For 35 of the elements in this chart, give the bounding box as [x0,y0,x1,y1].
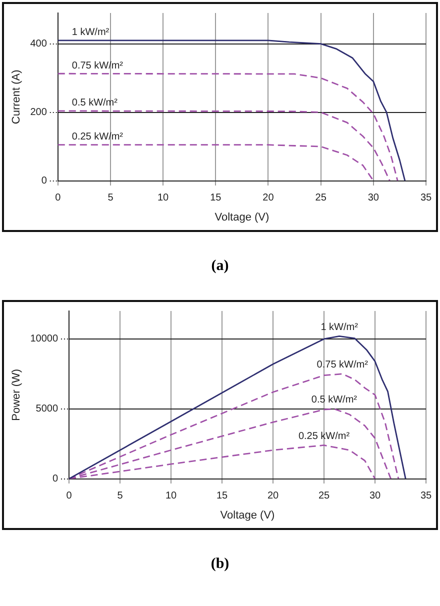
text: (a) [210,257,230,276]
y-tick-label: 200 [30,107,48,118]
x-tick-label: 5 [108,192,114,204]
y-axis-title: Power (W) [10,368,23,421]
x-tick-label: 5 [117,490,124,502]
x-tick-label: 30 [368,192,380,204]
y-tick-label: 0 [41,176,48,187]
series-label: 0.25 kW/m² [72,132,124,143]
x-axis-title: Voltage (V) [214,211,270,224]
y-tick-label: 400 [30,38,48,50]
y-tick-label: 10000 [30,334,58,345]
series-label: 0.5 kW/m² [72,98,118,109]
series-label: 1 kW/m² [320,322,359,333]
x-axis-title: Voltage (V) [220,509,275,522]
y-tick-label: 5000 [36,404,58,415]
y-axis-title: Current (A) [10,70,23,124]
x-tick-label: 20 [262,192,274,204]
x-tick-label: 35 [420,192,432,204]
x-tick-label: 10 [158,192,170,204]
x-tick-label: 10 [165,490,178,502]
x-tick-label: 20 [267,490,279,502]
x-tick-label: 15 [210,192,222,204]
series-label: 0.75 kW/m² [316,360,369,371]
x-tick-label: 0 [66,490,72,502]
x-tick-label: 15 [216,490,228,502]
y-tick-label: 0 [52,474,58,485]
series-label: 0.5 kW/m² [311,394,358,406]
series-label: 0.25 kW/m² [298,430,350,442]
series-label: 0.75 kW/m² [72,60,124,72]
x-tick-label: 30 [369,490,381,502]
series-label: 1 kW/m² [72,27,110,38]
x-tick-label: 35 [420,490,432,502]
x-tick-label: 25 [318,490,330,502]
text: (b) [210,555,230,574]
x-tick-label: 25 [315,192,327,204]
